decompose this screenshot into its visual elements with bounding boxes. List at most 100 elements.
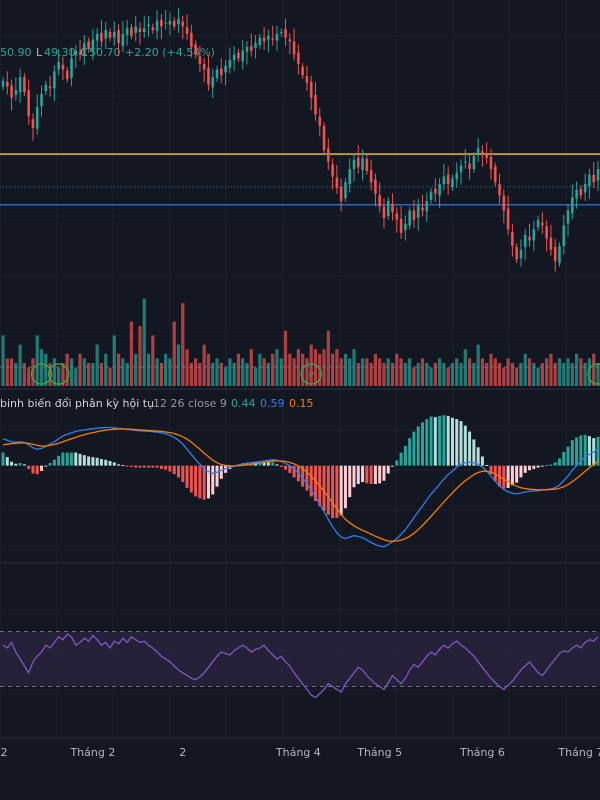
candle-body-110 [472,155,476,170]
candle-body-6 [27,90,30,117]
volume-bar-16 [69,358,74,386]
volume-bar-58 [249,349,253,386]
volume-bar-33 [142,298,146,386]
candle-body-33 [142,28,146,32]
candle-body-122 [523,234,527,248]
macd-histogram-bar-89 [382,465,386,481]
x-axis-label-0: 2 [1,746,8,759]
candle-body-12 [53,71,56,89]
candle-body-129 [553,247,557,262]
volume-bar-17 [74,367,78,386]
volume-bar-31 [134,353,138,386]
macd-histogram-bar-85 [365,465,369,484]
macd-histogram-bar-29 [125,465,129,467]
volume-bar-8 [35,335,39,386]
volume-bar-121 [519,363,523,386]
candle-body-68 [292,41,296,55]
macd-histogram-bar-121 [519,465,523,478]
volume-signal-marker-3[interactable] [587,363,600,385]
candle-body-76 [327,148,330,162]
volume-bar-130 [557,358,562,386]
volume-bar-26 [112,335,116,386]
volume-bar-63 [271,353,275,386]
macd-histogram-bar-7 [31,465,35,474]
candle-body-62 [267,35,270,40]
candle-body-95 [408,210,411,226]
ohlc-high-value: 50.90 [0,46,32,59]
candle-body-23 [100,32,103,42]
candle-body-10 [44,84,48,92]
macd-histogram-bar-91 [391,465,395,467]
macd-line-value: 0.59 [260,397,285,410]
volume-bar-89 [382,363,386,386]
macd-histogram-bar-139 [596,436,600,466]
candle-body-45 [194,44,197,55]
volume-bar-27 [116,353,121,386]
volume-bar-57 [245,363,249,386]
price-candles [1,8,600,272]
volume-bar-76 [326,330,330,386]
candle-body-104 [446,174,450,185]
candle-body-119 [511,232,514,247]
volume-signal-marker-2[interactable] [300,363,322,385]
candle-body-36 [155,20,159,32]
volume-bar-85 [365,358,369,386]
candle-body-98 [421,207,424,211]
macd-histogram-bar-81 [348,465,352,498]
volume-bar-53 [228,358,232,386]
macd-histogram-bar-60 [258,462,262,466]
volume-bar-1 [5,358,9,386]
volume-bar-86 [369,363,373,386]
candle-body-0 [1,80,5,87]
candle-body-79 [339,186,343,202]
candle-body-54 [232,54,236,61]
candle-body-53 [228,60,232,68]
candle-body-125 [536,219,540,228]
volume-bar-80 [343,353,348,386]
volume-bar-50 [215,358,219,386]
macd-histogram-bar-98 [420,422,424,466]
volume-signal-marker-0[interactable] [30,363,53,385]
macd-histogram-bar-9 [40,465,44,471]
candle-body-46 [198,56,202,64]
ohlc-low-label: L [36,46,43,59]
candle-body-134 [575,189,578,199]
ohlc-low-value: 49.30 [44,46,76,59]
x-axis-label-6: Tháng 7 [557,746,600,759]
candle-body-82 [352,159,356,170]
volume-signal-markers: P [30,363,600,385]
macd-histogram-bar-117 [502,465,506,489]
candle-body-135 [579,188,583,196]
candle-body-15 [65,70,69,79]
macd-signal-value: 0.15 [289,397,314,410]
macd-legend-title: binh biến đổi phân kỳ hội tụ [0,397,154,410]
volume-signal-marker-1[interactable] [47,363,70,385]
macd-histogram-bar-5 [22,464,26,466]
macd-histogram-bar-61 [262,462,266,466]
candle-body-64 [275,33,279,41]
volume-bar-111 [476,344,480,386]
macd-histogram-bar-84 [361,465,365,483]
macd-histogram-bar-41 [177,465,181,478]
volume-bar-67 [288,353,292,386]
candle-body-102 [438,184,441,196]
candle-body-96 [412,210,416,220]
volume-bar-129 [553,363,557,386]
volume-bar-107 [459,363,463,386]
macd-histogram-bar-15 [65,452,69,466]
candle-body-111 [476,148,480,155]
x-axis-label-2: 2 [179,746,186,759]
volume-bar-47 [202,344,206,386]
macd-histogram-bar-104 [446,415,450,466]
candle-body-13 [57,62,60,70]
macd-histogram-bar-70 [301,465,305,487]
volume-bar-131 [562,363,566,386]
candle-body-32 [138,28,142,32]
macd-histogram-bar-24 [104,459,108,466]
macd-line [2,426,599,548]
macd-histogram-bar-110 [472,439,476,466]
rsi-band [0,631,600,687]
volume-bar-132 [566,358,570,386]
volume-bar-68 [292,358,296,386]
